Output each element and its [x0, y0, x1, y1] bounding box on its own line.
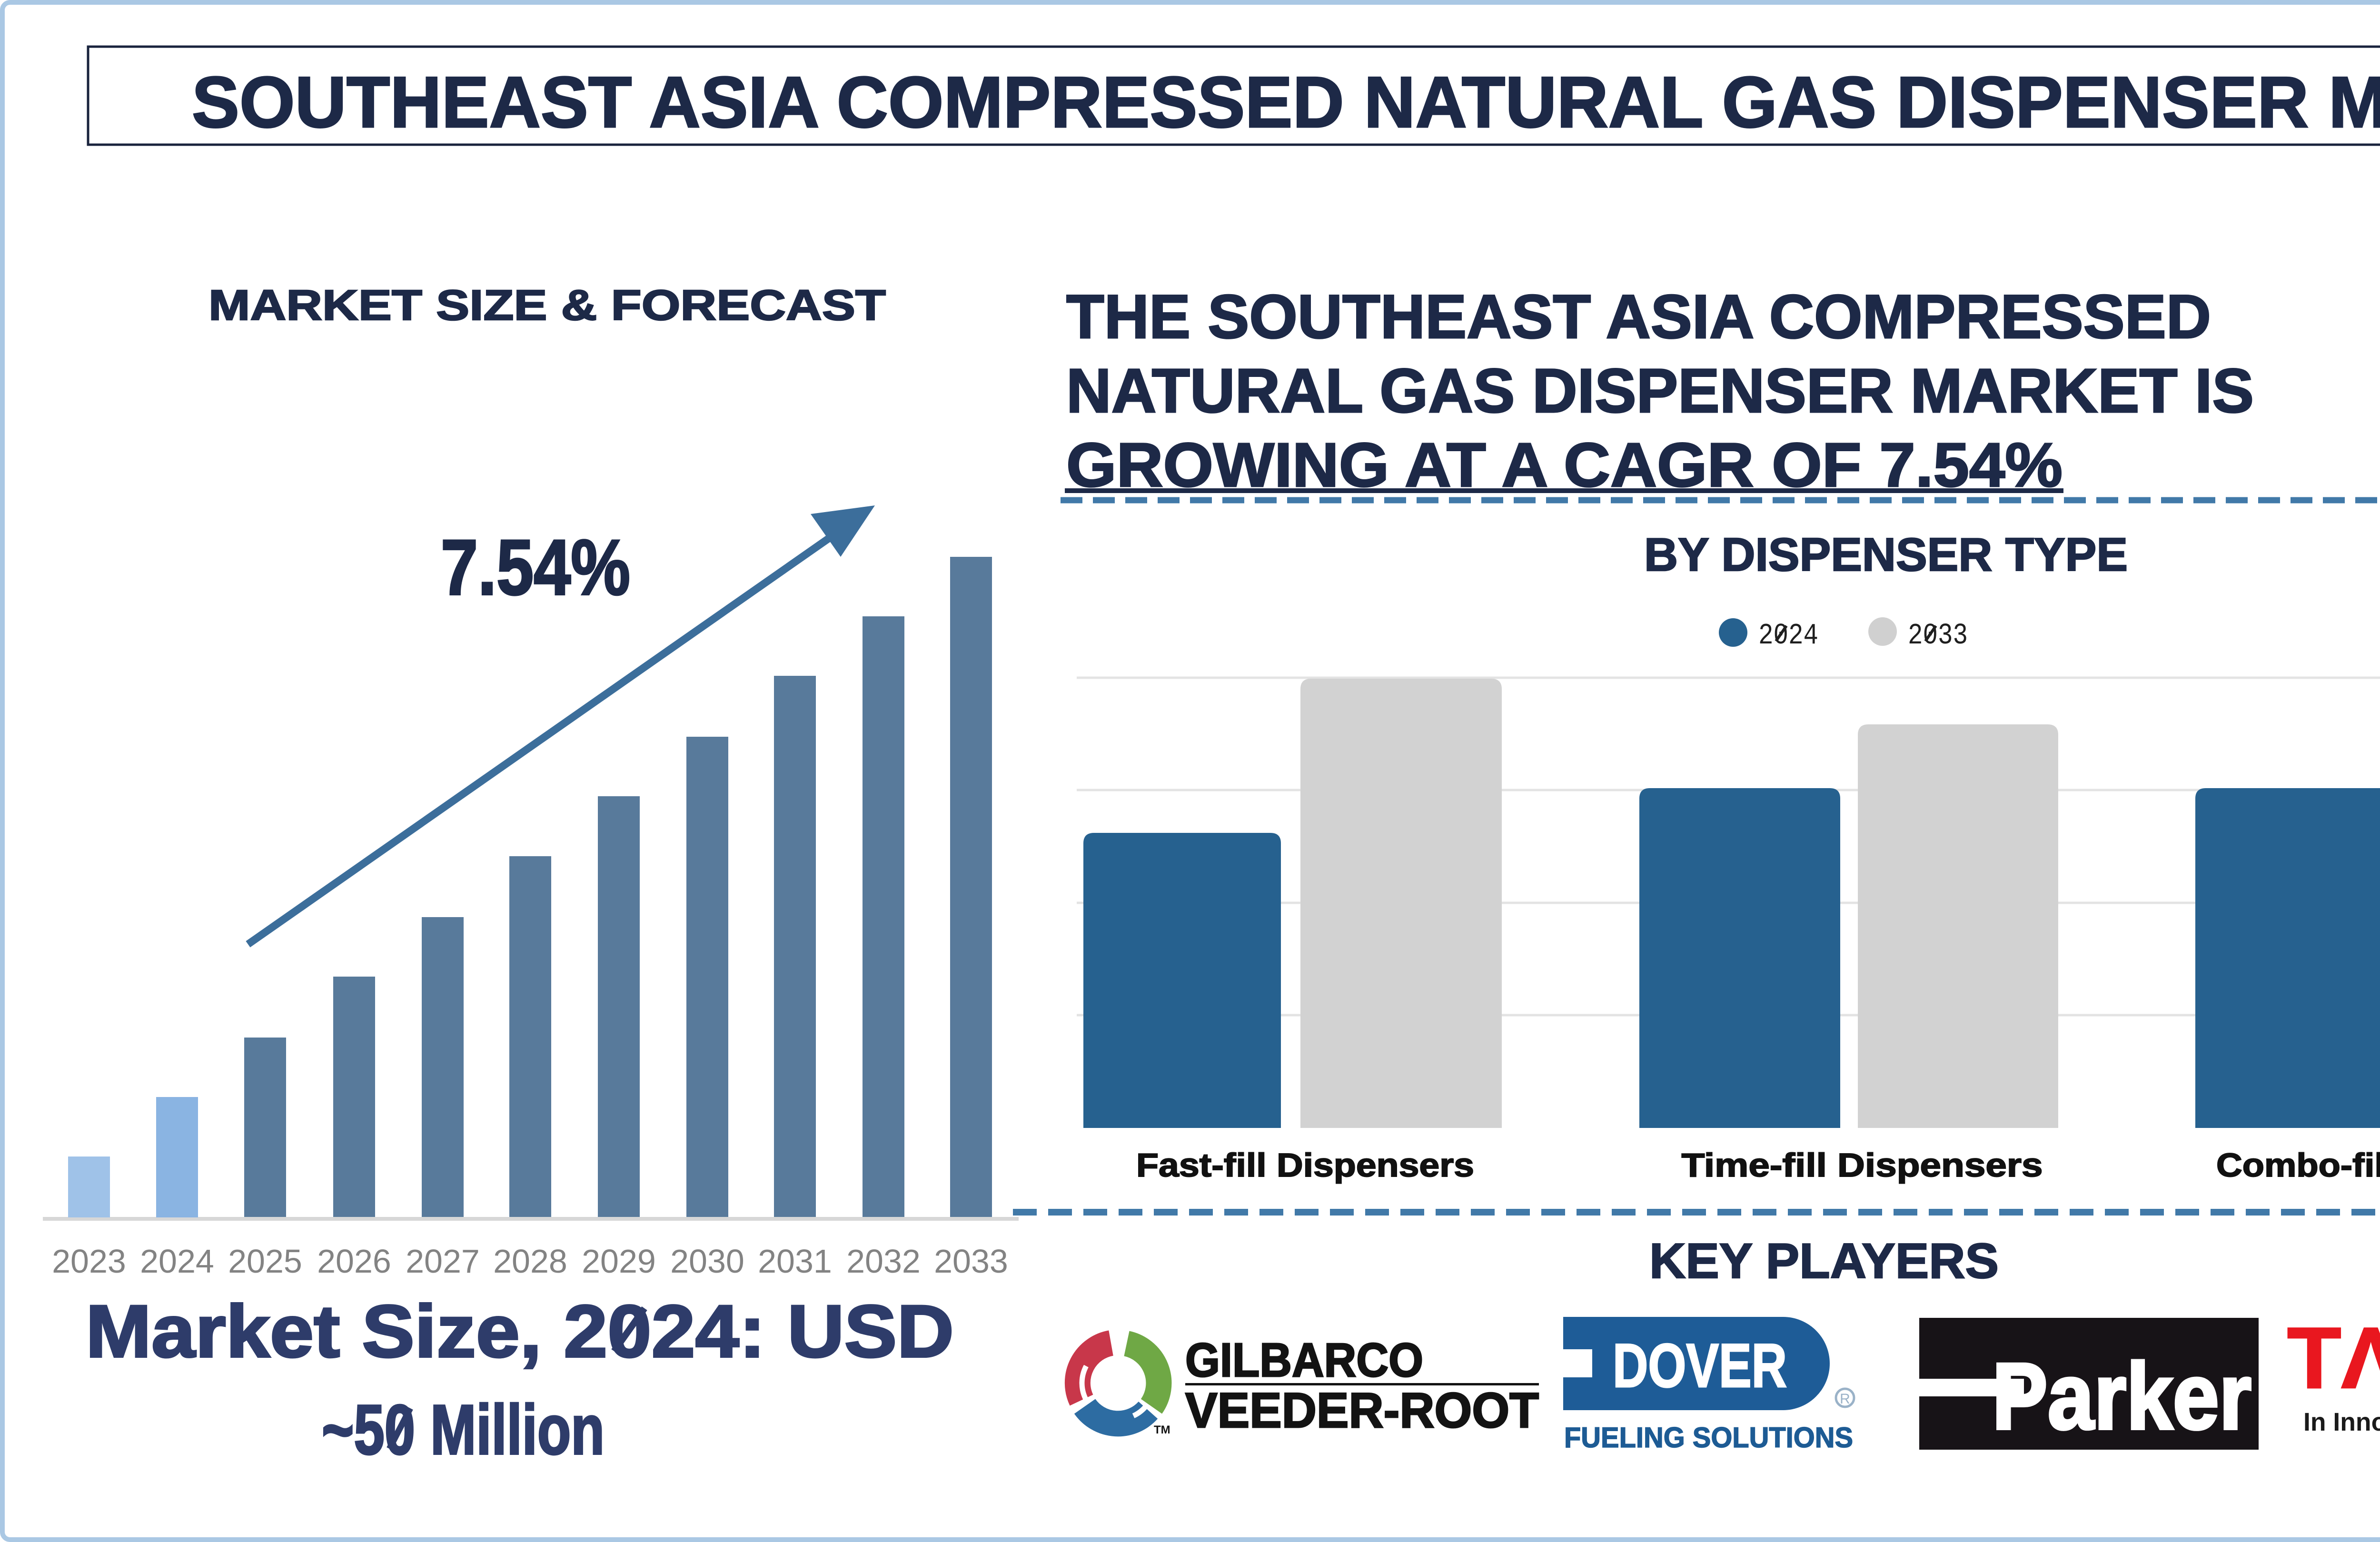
svg-text:~50 Million: ~50 Million [322, 1391, 605, 1469]
svg-text:NATURAL GAS DISPENSER MARKET I: NATURAL GAS DISPENSER MARKET IS [1066, 356, 2254, 425]
svg-text:MARKET SIZE & FORECAST: MARKET SIZE & FORECAST [208, 282, 886, 329]
svg-text:FUELING SOLUTIONS: FUELING SOLUTIONS [1564, 1422, 1853, 1453]
svg-text:Fast-fill Dispensers: Fast-fill Dispensers [1136, 1147, 1474, 1184]
svg-text:SOUTHEAST ASIA COMPRESSED NATU: SOUTHEAST ASIA COMPRESSED NATURAL GAS DI… [192, 62, 2380, 143]
svg-text:TM: TM [1154, 1423, 1170, 1436]
svg-text:R: R [1840, 1391, 1850, 1407]
svg-text:2033: 2033 [1908, 619, 1968, 652]
svg-text:Market Size, 2024: USD: Market Size, 2024: USD [86, 1290, 954, 1373]
svg-text:2030: 2030 [670, 1243, 744, 1280]
svg-text:7.54%: 7.54% [441, 524, 630, 611]
svg-text:TΛTSUNO: TΛTSUNO [2287, 1309, 2380, 1406]
svg-text:DOVER: DOVER [1613, 1331, 1787, 1400]
svg-text:2024: 2024 [140, 1243, 214, 1280]
svg-text:VEEDER-ROOT: VEEDER-ROOT [1185, 1383, 1539, 1438]
svg-text:In Innovation, In Reliable Ser: In Innovation, In Reliable Services [2303, 1408, 2380, 1436]
svg-text:2032: 2032 [846, 1243, 921, 1280]
svg-text:2029: 2029 [582, 1243, 656, 1280]
svg-text:BY DISPENSER TYPE: BY DISPENSER TYPE [1644, 528, 2128, 581]
svg-text:Time-fill Dispensers: Time-fill Dispensers [1682, 1147, 2043, 1184]
svg-text:2023: 2023 [52, 1243, 126, 1280]
svg-text:2033: 2033 [934, 1243, 1008, 1280]
svg-text:2026: 2026 [317, 1243, 391, 1280]
svg-text:THE SOUTHEAST ASIA COMPRESSED: THE SOUTHEAST ASIA COMPRESSED [1066, 282, 2211, 351]
svg-text:KEY PLAYERS: KEY PLAYERS [1649, 1234, 1999, 1289]
svg-text:2025: 2025 [228, 1243, 302, 1280]
svg-text:GILBARCO: GILBARCO [1185, 1334, 1423, 1387]
svg-text:2027: 2027 [406, 1243, 480, 1280]
svg-text:2028: 2028 [493, 1243, 567, 1280]
svg-text:2031: 2031 [758, 1243, 832, 1280]
svg-text:Combo-fill Dispensers: Combo-fill Dispensers [2216, 1147, 2380, 1184]
svg-text:2024: 2024 [1758, 619, 1818, 652]
svg-text:Parker: Parker [1992, 1344, 2251, 1449]
